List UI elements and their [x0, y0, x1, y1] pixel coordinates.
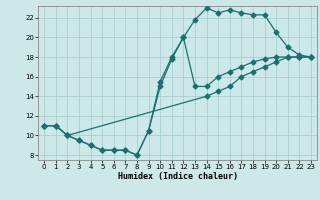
X-axis label: Humidex (Indice chaleur): Humidex (Indice chaleur): [118, 172, 238, 181]
